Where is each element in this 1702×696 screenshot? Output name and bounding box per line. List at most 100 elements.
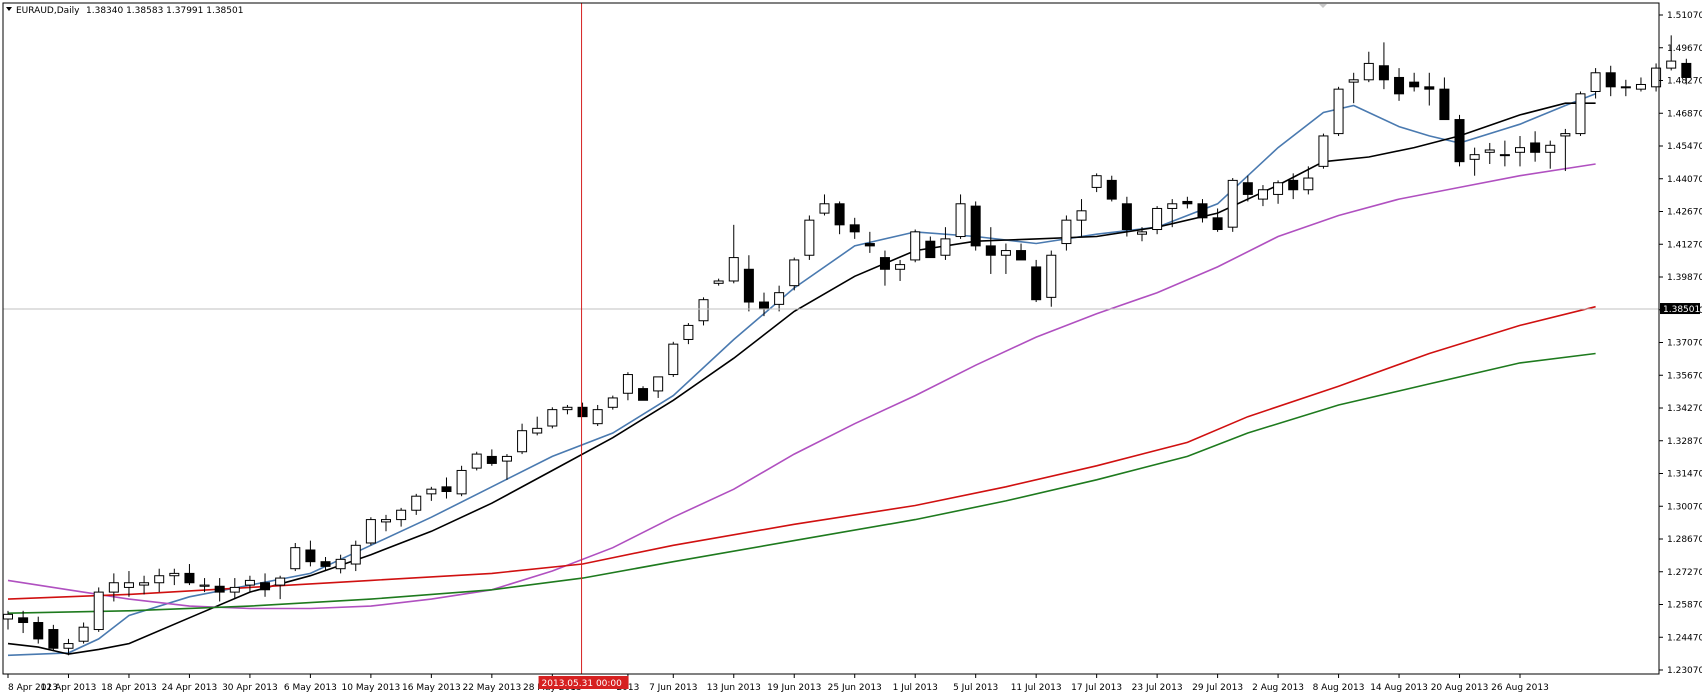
candle-body [1288,179,1299,191]
crosshair-time-label-background [538,676,629,689]
candle [1499,140,1510,167]
candle-body [592,409,603,425]
candle [456,465,467,497]
candle [653,376,664,398]
candle [139,575,150,595]
time-axis-label: 20 Aug 2013 [1431,683,1489,693]
candle-body [1560,133,1571,137]
price-axis-label: 1.32870 [1667,437,1702,447]
candle [1409,72,1420,92]
candle-body [93,591,104,631]
candle [683,323,694,345]
candle [1681,58,1692,85]
candle-body [350,544,361,565]
candle-body [804,219,815,256]
candle-body [834,203,845,226]
candle [1635,77,1646,92]
candle [411,493,422,515]
candle [1454,114,1465,167]
candle-body [789,259,800,287]
price-axis-label: 1.25870 [1667,601,1702,611]
candle-body [260,582,271,591]
candle-body [1378,65,1389,81]
candle-body [1000,250,1011,256]
candle [93,587,104,632]
candle [501,454,512,480]
candle [63,638,74,656]
current-price-label-background [1660,303,1700,315]
time-axis-label: 23 Jul 2013 [1132,683,1183,693]
candle-body [290,547,301,570]
candle-body [365,519,376,544]
candle [184,564,195,586]
candle [547,407,558,429]
price-axis-label: 1.46870 [1667,109,1702,119]
candle [471,451,482,471]
candle [396,507,407,527]
candle-body [1499,154,1510,157]
candle-body [1046,254,1057,298]
candle-body [244,579,255,586]
shift-marker-icon[interactable] [1319,4,1327,8]
time-axis-label: 11 Jul 2013 [1011,683,1062,693]
candle [1439,77,1450,121]
moving-average-line-4 [7,305,1596,600]
candle [910,229,921,263]
candle-body [1273,182,1284,195]
candle [1620,79,1631,97]
candle [1530,131,1541,162]
candle-body [3,613,13,620]
chart-header: EURAUD,Daily 1.38340 1.38583 1.37991 1.3… [6,6,243,16]
candle [1560,128,1571,172]
candle [154,568,165,593]
candle-body [199,584,210,587]
candle-body [895,264,906,270]
candle [1212,208,1223,232]
candle [1167,199,1178,228]
candle [970,201,981,251]
candle [985,227,996,274]
candle [1121,196,1132,237]
price-axis-label: 1.39870 [1667,273,1702,283]
price-axis-label: 1.28670 [1667,535,1702,545]
candle-body [426,488,437,495]
candle-body [456,469,467,495]
candle-body [1635,83,1646,90]
crosshair-time-label-text: 2013.05.31 00:00 [542,679,623,689]
candle [774,285,785,312]
candle [350,540,361,572]
candle-body [78,626,89,642]
candle-body [123,582,134,588]
time-axis-label: 5 Jul 2013 [953,683,998,693]
time-axis-label: 12 Apr 2013 [41,683,97,693]
candle-body [1409,81,1420,88]
candle-body [1651,67,1662,88]
price-axis[interactable]: 1.51070 1.49670 1.48270 1.46870 1.45470 1.440… [1659,11,1702,676]
candle [381,514,391,532]
moving-average-line-3 [7,163,1596,610]
candle [1031,259,1042,303]
candle-body [1091,175,1102,188]
candle [1318,133,1329,169]
candle [1348,72,1359,104]
candle [1182,196,1193,209]
time-axis-label: 26 Aug 2013 [1491,683,1549,693]
candle [743,255,754,312]
candle [834,201,845,235]
candle-body [471,453,482,469]
candle [244,575,255,593]
candle-body [396,509,407,521]
candle [33,616,44,644]
chart-menu-triangle-icon[interactable] [6,7,12,11]
candle [1575,91,1586,136]
candle [1137,227,1147,242]
time-axis-label: 14 Aug 2013 [1370,683,1428,693]
candle-body [1590,72,1601,92]
time-axis-label: 10 May 2013 [342,683,401,693]
candle-body [1681,62,1692,78]
candle [214,578,225,602]
candle [925,236,936,259]
candle [18,610,29,634]
